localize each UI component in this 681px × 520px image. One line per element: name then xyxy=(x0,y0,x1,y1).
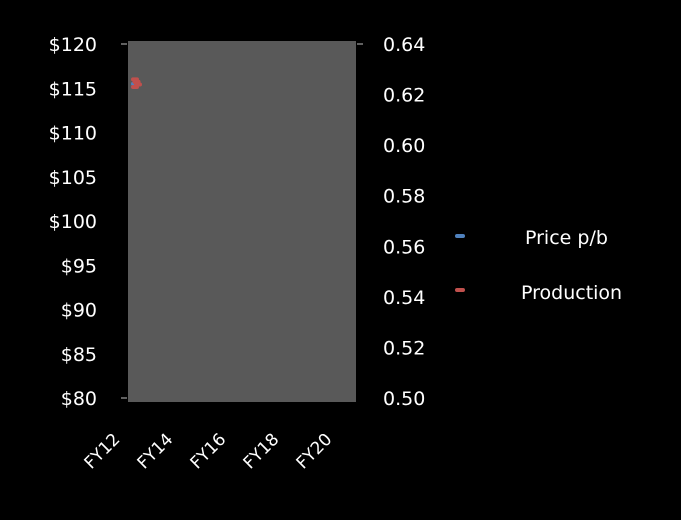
left-tick-label: $100 xyxy=(49,211,97,233)
x-tick-label: FY14 xyxy=(134,430,178,474)
right-tick-label: 0.60 xyxy=(383,135,425,157)
x-tick-label: FY12 xyxy=(81,430,125,474)
legend-swatch-price xyxy=(455,234,465,238)
plot-area xyxy=(128,41,356,402)
left-tick-label: $115 xyxy=(49,78,97,100)
data-point xyxy=(131,84,139,89)
legend: Price p/b Production xyxy=(455,227,622,304)
left-tick-label: $85 xyxy=(61,344,97,366)
left-tick-label: $105 xyxy=(49,167,97,189)
x-tick-label: FY16 xyxy=(187,430,231,474)
x-axis: FY12 FY14 FY16 FY18 FY20 xyxy=(81,430,337,474)
x-tick-label: FY18 xyxy=(240,430,284,474)
right-axis: 0.64 0.62 0.60 0.58 0.56 0.54 0.52 0.50 xyxy=(383,34,425,410)
right-tick-label: 0.62 xyxy=(383,85,425,107)
right-tick-label: 0.64 xyxy=(383,34,425,56)
left-tick-label: $110 xyxy=(49,123,97,145)
data-point xyxy=(132,79,141,84)
x-tick-label: FY20 xyxy=(293,430,337,474)
left-tick-label: $80 xyxy=(61,388,97,410)
left-tick-label: $95 xyxy=(61,255,97,277)
left-tick-label: $90 xyxy=(61,300,97,322)
legend-label-production: Production xyxy=(521,282,622,304)
right-tick-label: 0.54 xyxy=(383,287,425,309)
legend-swatch-production xyxy=(455,288,465,292)
right-tick-label: 0.52 xyxy=(383,337,425,359)
right-tick-label: 0.58 xyxy=(383,186,425,208)
left-tick-label: $120 xyxy=(49,34,97,56)
legend-label-price: Price p/b xyxy=(525,227,608,249)
right-tick-label: 0.50 xyxy=(383,388,425,410)
right-tick-label: 0.56 xyxy=(383,236,425,258)
left-axis: $120 $115 $110 $105 $100 $95 $90 $85 $80 xyxy=(49,34,97,410)
series-layer xyxy=(131,77,142,89)
